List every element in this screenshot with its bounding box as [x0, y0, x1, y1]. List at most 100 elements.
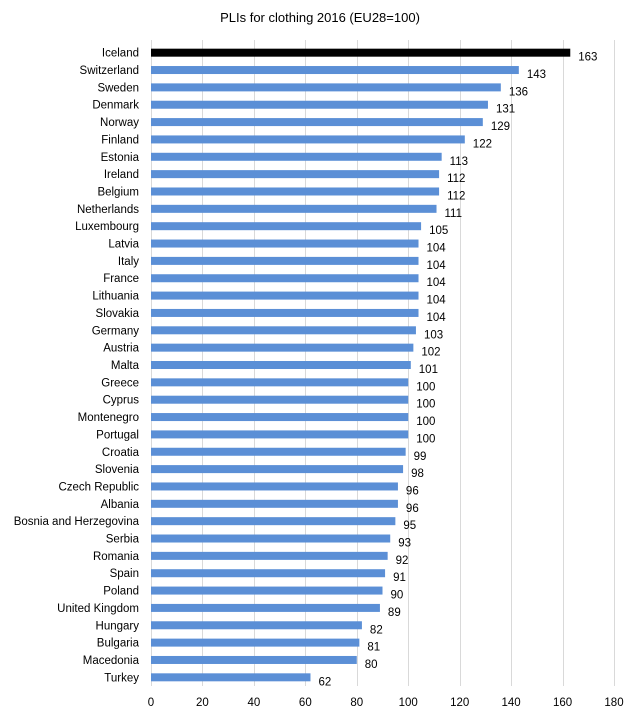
data-label-czech-republic: 96: [406, 485, 419, 497]
x-tick-label: 180: [604, 697, 623, 709]
category-label-portugal: Portugal: [96, 429, 139, 441]
bar-portugal: [151, 430, 409, 439]
category-label-austria: Austria: [103, 343, 139, 355]
bar-sweden: [151, 83, 501, 92]
x-tick-label: 0: [148, 697, 154, 709]
data-label-norway: 129: [491, 121, 510, 133]
chart-title: PLIs for clothing 2016 (EU28=100): [220, 10, 420, 25]
category-label-luxembourg: Luxembourg: [75, 221, 139, 233]
category-label-greece: Greece: [101, 377, 139, 389]
data-label-austria: 102: [421, 347, 440, 359]
data-label-greece: 100: [416, 381, 435, 393]
bar-hungary: [151, 621, 362, 630]
data-label-portugal: 100: [416, 433, 435, 445]
category-label-albania: Albania: [101, 499, 140, 511]
category-label-estonia: Estonia: [101, 152, 140, 164]
bar-slovakia: [151, 308, 419, 317]
bar-turkey: [151, 673, 311, 682]
data-label-denmark: 131: [496, 104, 515, 116]
data-label-spain: 91: [393, 572, 406, 584]
category-label-romania: Romania: [93, 551, 140, 563]
bar-luxembourg: [151, 222, 422, 231]
category-label-czech-republic: Czech Republic: [58, 481, 139, 493]
category-label-denmark: Denmark: [92, 100, 139, 112]
bar-slovenia: [151, 465, 404, 474]
data-label-lithuania: 104: [427, 295, 447, 307]
data-label-italy: 104: [427, 260, 447, 272]
x-tick-label: 120: [450, 697, 469, 709]
category-label-poland: Poland: [103, 586, 139, 598]
bar-albania: [151, 499, 398, 508]
data-label-netherlands: 111: [445, 208, 462, 220]
category-label-turkey: Turkey: [104, 672, 139, 684]
data-label-slovenia: 98: [411, 468, 424, 480]
data-label-ireland: 112: [447, 173, 465, 185]
category-label-france: France: [103, 273, 139, 285]
data-label-slovakia: 104: [427, 312, 447, 324]
bar-austria: [151, 343, 414, 352]
category-label-bosnia-and-herzegovina: Bosnia and Herzegovina: [14, 516, 140, 528]
data-label-macedonia: 80: [365, 659, 378, 671]
bar-bulgaria: [151, 638, 360, 647]
bars: [151, 48, 571, 682]
category-label-spain: Spain: [110, 568, 139, 580]
bar-czech-republic: [151, 482, 398, 491]
data-label-france: 104: [427, 277, 447, 289]
bar-germany: [151, 326, 416, 335]
category-label-croatia: Croatia: [102, 447, 140, 459]
bar-montenegro: [151, 413, 409, 422]
bar-malta: [151, 361, 411, 369]
bar-ireland: [151, 170, 440, 179]
bar-lithuania: [151, 291, 419, 300]
category-label-iceland: Iceland: [102, 48, 139, 60]
data-label-germany: 103: [424, 329, 443, 341]
data-label-iceland: 163: [578, 52, 597, 64]
labels: 0 20 40 60 80 100 120 140 160 180 Iceland 163 Switze…: [14, 48, 624, 709]
bar-italy: [151, 256, 419, 265]
category-label-bulgaria: Bulgaria: [97, 638, 140, 650]
data-label-luxembourg: 105: [429, 225, 448, 237]
data-label-bosnia-and-herzegovina: 95: [403, 520, 416, 532]
category-label-sweden: Sweden: [97, 82, 139, 94]
category-label-latvia: Latvia: [108, 239, 139, 251]
x-tick-label: 100: [399, 697, 418, 709]
bar-poland: [151, 586, 383, 595]
category-label-ireland: Ireland: [104, 169, 139, 181]
bar-finland: [151, 135, 465, 144]
category-label-slovakia: Slovakia: [96, 308, 140, 320]
data-label-belgium: 112: [447, 190, 465, 202]
data-label-sweden: 136: [509, 86, 528, 98]
bar-bosnia-and-herzegovina: [151, 517, 396, 526]
x-tick-label: 80: [350, 697, 363, 709]
data-label-hungary: 82: [370, 624, 383, 636]
category-label-belgium: Belgium: [97, 186, 139, 198]
bar-greece: [151, 378, 409, 387]
data-label-turkey: 62: [318, 676, 331, 688]
category-label-cyprus: Cyprus: [103, 395, 140, 407]
bar-united-kingdom: [151, 603, 380, 612]
category-label-macedonia: Macedonia: [83, 655, 140, 667]
category-label-united-kingdom: United Kingdom: [57, 603, 139, 615]
data-label-latvia: 104: [427, 243, 447, 255]
bar-switzerland: [151, 66, 519, 75]
bar-denmark: [151, 100, 488, 109]
category-label-finland: Finland: [101, 134, 139, 146]
bar-macedonia: [151, 655, 357, 664]
bar-cyprus: [151, 395, 409, 404]
x-tick-label: 40: [247, 697, 260, 709]
data-label-switzerland: 143: [527, 69, 546, 81]
category-label-hungary: Hungary: [96, 620, 140, 632]
data-label-malta: 101: [419, 364, 438, 376]
data-label-serbia: 93: [398, 538, 411, 550]
data-label-croatia: 99: [414, 451, 427, 463]
category-label-slovenia: Slovenia: [95, 464, 140, 476]
bar-croatia: [151, 447, 406, 456]
category-label-lithuania: Lithuania: [92, 291, 139, 303]
category-label-malta: Malta: [111, 360, 140, 372]
bar-belgium: [151, 187, 440, 196]
data-label-united-kingdom: 89: [388, 607, 401, 619]
category-label-italy: Italy: [118, 256, 139, 268]
bar-serbia: [151, 534, 391, 543]
bar-romania: [151, 551, 388, 560]
